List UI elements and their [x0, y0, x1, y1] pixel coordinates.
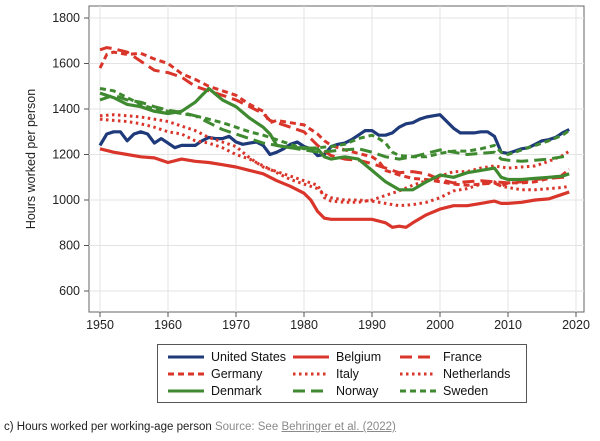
series-line-norway — [99, 93, 570, 163]
series-line-netherlands — [99, 113, 571, 204]
legend-item-sweden: Sweden — [399, 384, 488, 398]
series-line-italy — [99, 117, 570, 208]
y-tick-label: 1400 — [52, 102, 80, 116]
legend-swatch — [168, 372, 204, 376]
legend-swatch — [400, 389, 436, 393]
legend-label: Netherlands — [443, 367, 511, 381]
y-tick-label: 800 — [59, 239, 80, 253]
legend-item-norway: Norway — [292, 384, 378, 398]
chart-legend: United States Belgium France Germany Italy Ne… — [157, 344, 527, 403]
line-chart: 1950 1960 1970 1980 1990 2000 2010 2020 600 800 10… — [24, 5, 590, 332]
x-tick-label: 1960 — [154, 318, 182, 332]
caption-source-link[interactable]: Behringer et al. (2022) — [281, 421, 396, 433]
legend-label: Norway — [336, 384, 379, 398]
legend-item-france: France — [399, 350, 482, 364]
y-tick-label: 1200 — [52, 148, 80, 162]
legend-swatch — [293, 389, 329, 393]
legend-swatch — [400, 372, 436, 376]
legend-label: Germany — [211, 367, 263, 381]
series-line-denmark — [99, 86, 570, 192]
y-tick-label: 1800 — [52, 11, 80, 25]
legend-swatch — [168, 355, 204, 359]
legend-label: Belgium — [336, 350, 382, 364]
figure-caption: c) Hours worked per working-age person S… — [4, 421, 396, 433]
legend-item-denmark: Denmark — [167, 384, 262, 398]
legend-item-netherlands: Netherlands — [399, 367, 510, 381]
legend-label: United States — [211, 350, 287, 364]
legend-swatch — [400, 355, 436, 359]
x-tick-label: 2000 — [426, 318, 454, 332]
x-tick-label: 1950 — [86, 318, 114, 332]
legend-item-germany: Germany — [167, 367, 262, 381]
legend-swatch — [293, 355, 329, 359]
legend-label: Italy — [336, 367, 359, 381]
x-tick-label: 1970 — [222, 318, 250, 332]
y-tick-label: 1600 — [52, 57, 80, 71]
legend-item-united-states: United States — [167, 350, 286, 364]
series-line-france — [99, 46, 570, 185]
legend-label: Denmark — [211, 384, 262, 398]
series-line-belgium — [99, 147, 570, 229]
x-tick-label: 1990 — [358, 318, 386, 332]
x-tick-label: 2010 — [494, 318, 522, 332]
series-line-sweden — [99, 87, 571, 159]
y-tick-label: 1000 — [52, 193, 80, 207]
x-tick-label: 2020 — [562, 318, 590, 332]
y-axis-label: Hours worked per person — [24, 89, 38, 229]
legend-swatch — [293, 372, 329, 376]
legend-label: France — [443, 350, 482, 364]
caption-source-label: Source: See — [214, 421, 279, 433]
legend-swatch — [168, 389, 204, 393]
y-tick-label: 600 — [59, 284, 80, 298]
legend-label: Sweden — [443, 384, 489, 398]
legend-item-belgium: Belgium — [292, 350, 381, 364]
legend-item-italy: Italy — [292, 367, 359, 381]
x-tick-label: 1980 — [290, 318, 318, 332]
caption-text: c) Hours worked per working-age person — [4, 421, 212, 433]
